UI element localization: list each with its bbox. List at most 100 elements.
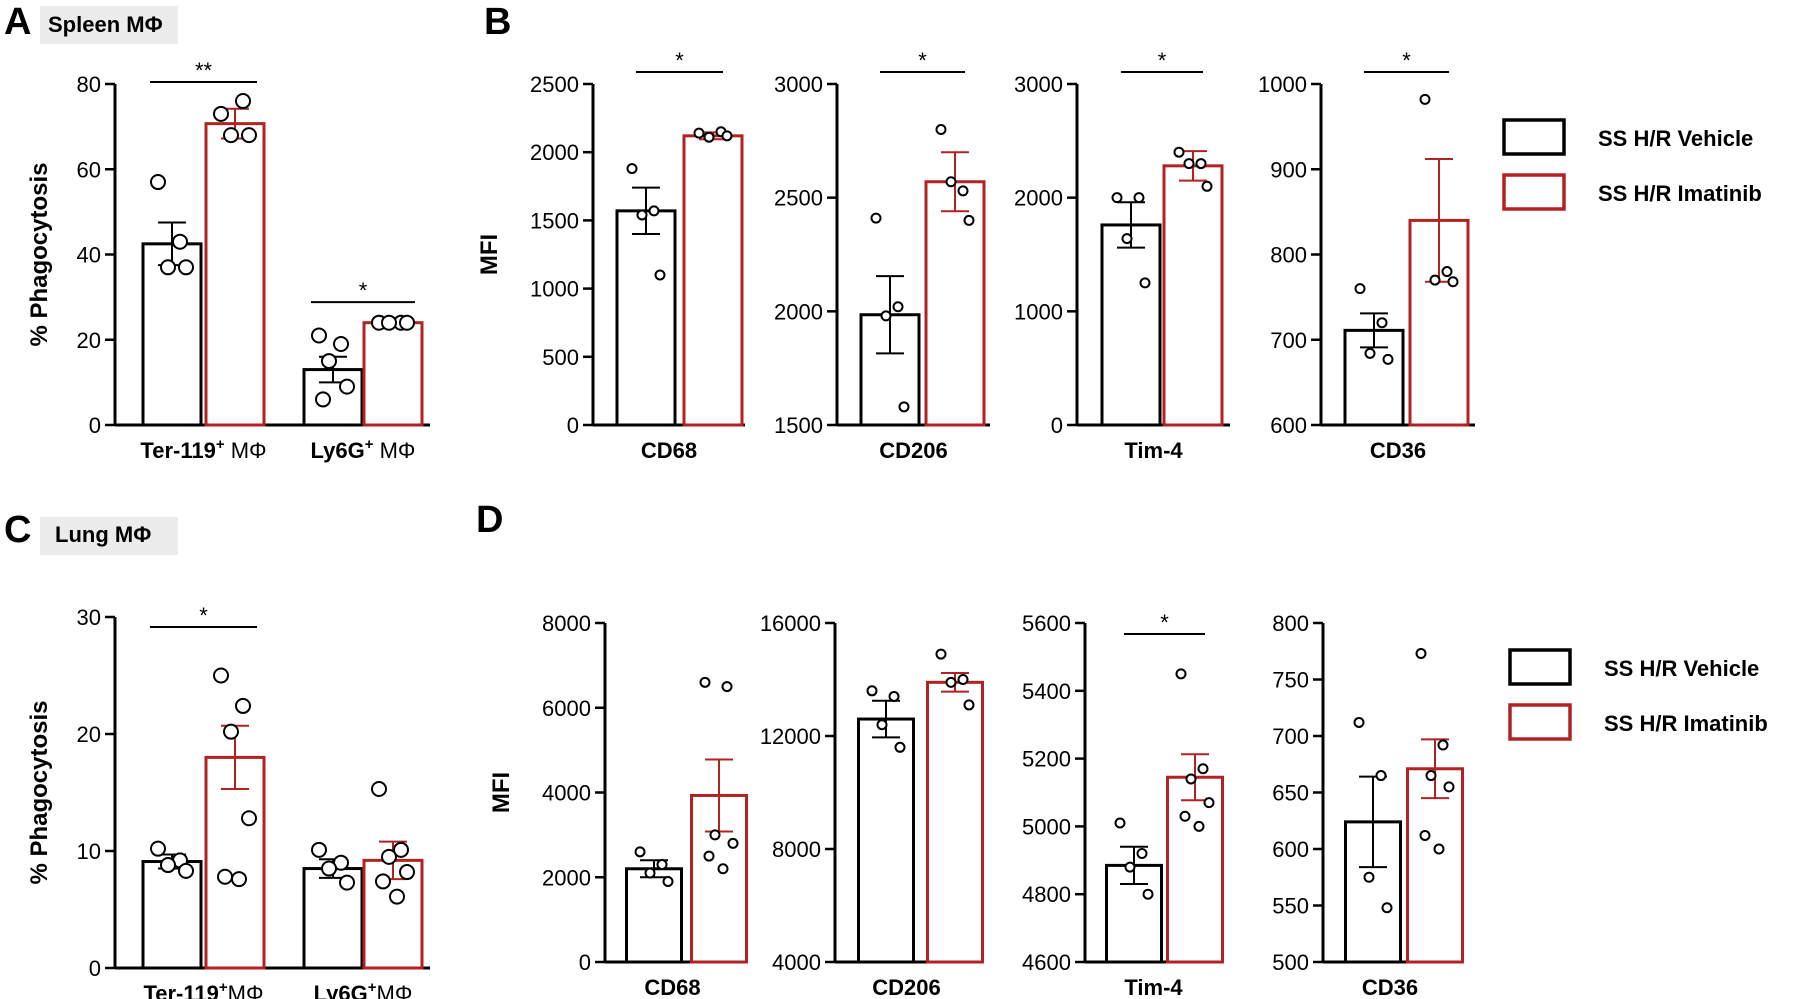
legend-swatch <box>1502 173 1566 211</box>
data-point <box>241 127 257 144</box>
data-point <box>213 667 229 684</box>
y-tick-label: 10 <box>77 839 101 864</box>
x-tick-label: Tim-4 <box>1124 438 1183 463</box>
legend-label: SS H/R Imatinib <box>1604 711 1768 736</box>
data-point <box>375 873 391 890</box>
data-point <box>699 676 711 688</box>
data-point <box>160 259 176 276</box>
data-point <box>1173 146 1185 158</box>
y-tick-label: 800 <box>1270 243 1307 268</box>
y-tick-label: 600 <box>1270 413 1307 438</box>
bar <box>204 122 266 427</box>
bar <box>362 321 424 427</box>
data-point <box>1195 158 1207 170</box>
data-point <box>935 123 947 135</box>
data-point <box>880 310 892 322</box>
legend-swatch <box>1502 118 1566 156</box>
y-tick-label: 6000 <box>542 696 591 721</box>
x-tick-label: Ter-119+MΦ <box>143 979 263 999</box>
data-point <box>150 840 166 857</box>
data-point <box>721 130 733 142</box>
y-axis-label: MFI <box>476 234 503 275</box>
data-point <box>1183 158 1195 170</box>
y-tick-label: 700 <box>1272 724 1309 749</box>
data-point <box>945 176 957 188</box>
data-point <box>339 378 355 395</box>
data-point <box>1179 810 1191 822</box>
y-tick-label: 12000 <box>760 724 821 749</box>
data-point <box>656 859 668 871</box>
y-tick-label: 650 <box>1272 781 1309 806</box>
legend-swatch <box>1508 648 1572 686</box>
panel-title-box <box>40 6 178 44</box>
data-point <box>1197 763 1209 775</box>
y-tick-label: 20 <box>77 328 101 353</box>
x-tick-label: CD68 <box>644 975 700 999</box>
y-tick-label: 5600 <box>1022 611 1071 636</box>
y-tick-label: 16000 <box>760 611 821 636</box>
y-tick-label: 750 <box>1272 668 1309 693</box>
bar <box>1166 775 1224 964</box>
data-point <box>235 697 251 714</box>
data-point <box>231 871 247 888</box>
significance-label: * <box>359 278 368 303</box>
data-point <box>876 719 888 731</box>
y-tick-label: 0 <box>89 413 101 438</box>
chart-B1: 0 500 1000 1500 2000 2500 MFI * CD68 <box>476 48 745 463</box>
data-point <box>1419 93 1431 105</box>
data-point <box>888 690 900 702</box>
significance-label: ** <box>195 58 213 83</box>
y-tick-label: 1000 <box>1258 72 1307 97</box>
x-tick-label: Ter-119+ MΦ <box>140 436 266 463</box>
significance-label: * <box>918 48 927 73</box>
data-point <box>1124 861 1136 873</box>
data-point <box>717 863 729 875</box>
legend-label: SS H/R Imatinib <box>1598 181 1762 206</box>
data-point <box>223 127 239 144</box>
y-tick-label: 1500 <box>774 413 823 438</box>
data-point <box>662 875 674 887</box>
chart-B2: 1500 2000 2500 3000 * CD206 <box>774 48 990 463</box>
data-point <box>213 105 229 122</box>
bar <box>926 680 984 964</box>
data-point <box>1111 192 1123 204</box>
data-point <box>393 841 409 858</box>
data-point <box>178 862 194 879</box>
y-tick-label: 30 <box>77 605 101 630</box>
y-tick-label: 8000 <box>542 611 591 636</box>
data-point <box>172 233 188 250</box>
y-tick-label: 2000 <box>542 865 591 890</box>
data-point <box>235 93 251 110</box>
panel-title: Lung MΦ <box>55 522 151 547</box>
data-point <box>1375 770 1387 782</box>
chart-B3: 0 1000 2000 3000 * Tim-4 <box>1014 48 1230 463</box>
data-point <box>1203 797 1215 809</box>
chart-D3: 4600 4800 5000 5200 5400 5600 * Tim-4 <box>1022 610 1224 999</box>
data-point <box>339 874 355 891</box>
legend-D: SS H/R Vehicle SS H/R Imatinib <box>1508 648 1768 741</box>
chart-D2: 4000 8000 12000 16000 CD206 <box>760 611 984 999</box>
y-tick-label: 2000 <box>1014 186 1063 211</box>
significance-label: * <box>1158 48 1167 73</box>
y-tick-label: 900 <box>1270 157 1307 182</box>
y-tick-label: 5000 <box>1022 814 1071 839</box>
data-point <box>1121 233 1133 245</box>
y-tick-label: 0 <box>89 956 101 981</box>
data-point <box>1376 317 1388 329</box>
data-point <box>963 699 975 711</box>
y-tick-label: 0 <box>567 413 579 438</box>
y-tick-label: 3000 <box>774 72 823 97</box>
bar <box>1162 164 1224 427</box>
data-point <box>626 163 638 175</box>
y-tick-label: 4000 <box>772 950 821 975</box>
data-point <box>1443 781 1455 793</box>
data-point <box>894 741 906 753</box>
bar <box>141 860 203 970</box>
y-tick-label: 1500 <box>530 208 579 233</box>
y-tick-label: 80 <box>77 72 101 97</box>
chart-C: 0 10 20 30 % Phagocytosis * Ter-119+MΦ Ly6G+MΦ <box>26 603 430 999</box>
data-point <box>709 829 721 841</box>
data-point <box>389 888 405 905</box>
data-point <box>1381 902 1393 914</box>
